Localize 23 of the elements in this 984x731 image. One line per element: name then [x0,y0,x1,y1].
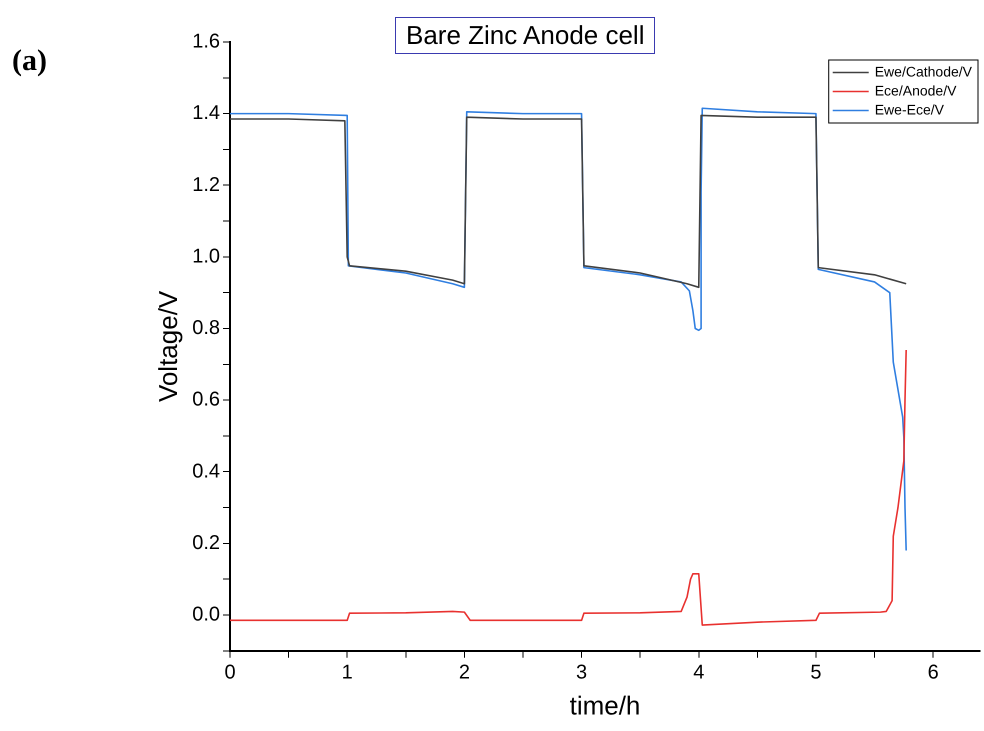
y-tick-label: 1.4 [192,102,220,124]
y-tick-label: 1.2 [192,174,220,196]
y-axis-title: Voltage/V [152,290,183,402]
x-tick-label: 0 [224,661,236,684]
y-tick-label: 0.4 [192,460,220,482]
y-tick-label: 1.0 [192,245,220,268]
x-axis-title: time/h [570,690,640,721]
chart-title: Bare Zinc Anode cell [395,17,656,54]
y-tick-label: 0.6 [192,388,220,411]
y-tick-label: 0.8 [192,317,220,340]
x-tick-label: 6 [928,661,939,684]
y-tick-label: 0.2 [192,532,220,554]
y-tick-label: 0.0 [192,604,220,626]
x-tick-label: 3 [576,661,588,684]
legend-label: Ece/Anode/V [874,82,958,98]
x-tick-label: 2 [458,661,470,684]
y-tick-label: 1.6 [192,30,220,53]
text: (a) [12,44,47,78]
x-tick-label: 4 [693,661,704,684]
x-tick-label: 1 [342,661,353,684]
x-tick-label: 5 [810,661,822,684]
legend-label: Ewe-Ece/V [874,101,945,118]
legend-label: Ewe/Cathode/V [874,63,973,80]
